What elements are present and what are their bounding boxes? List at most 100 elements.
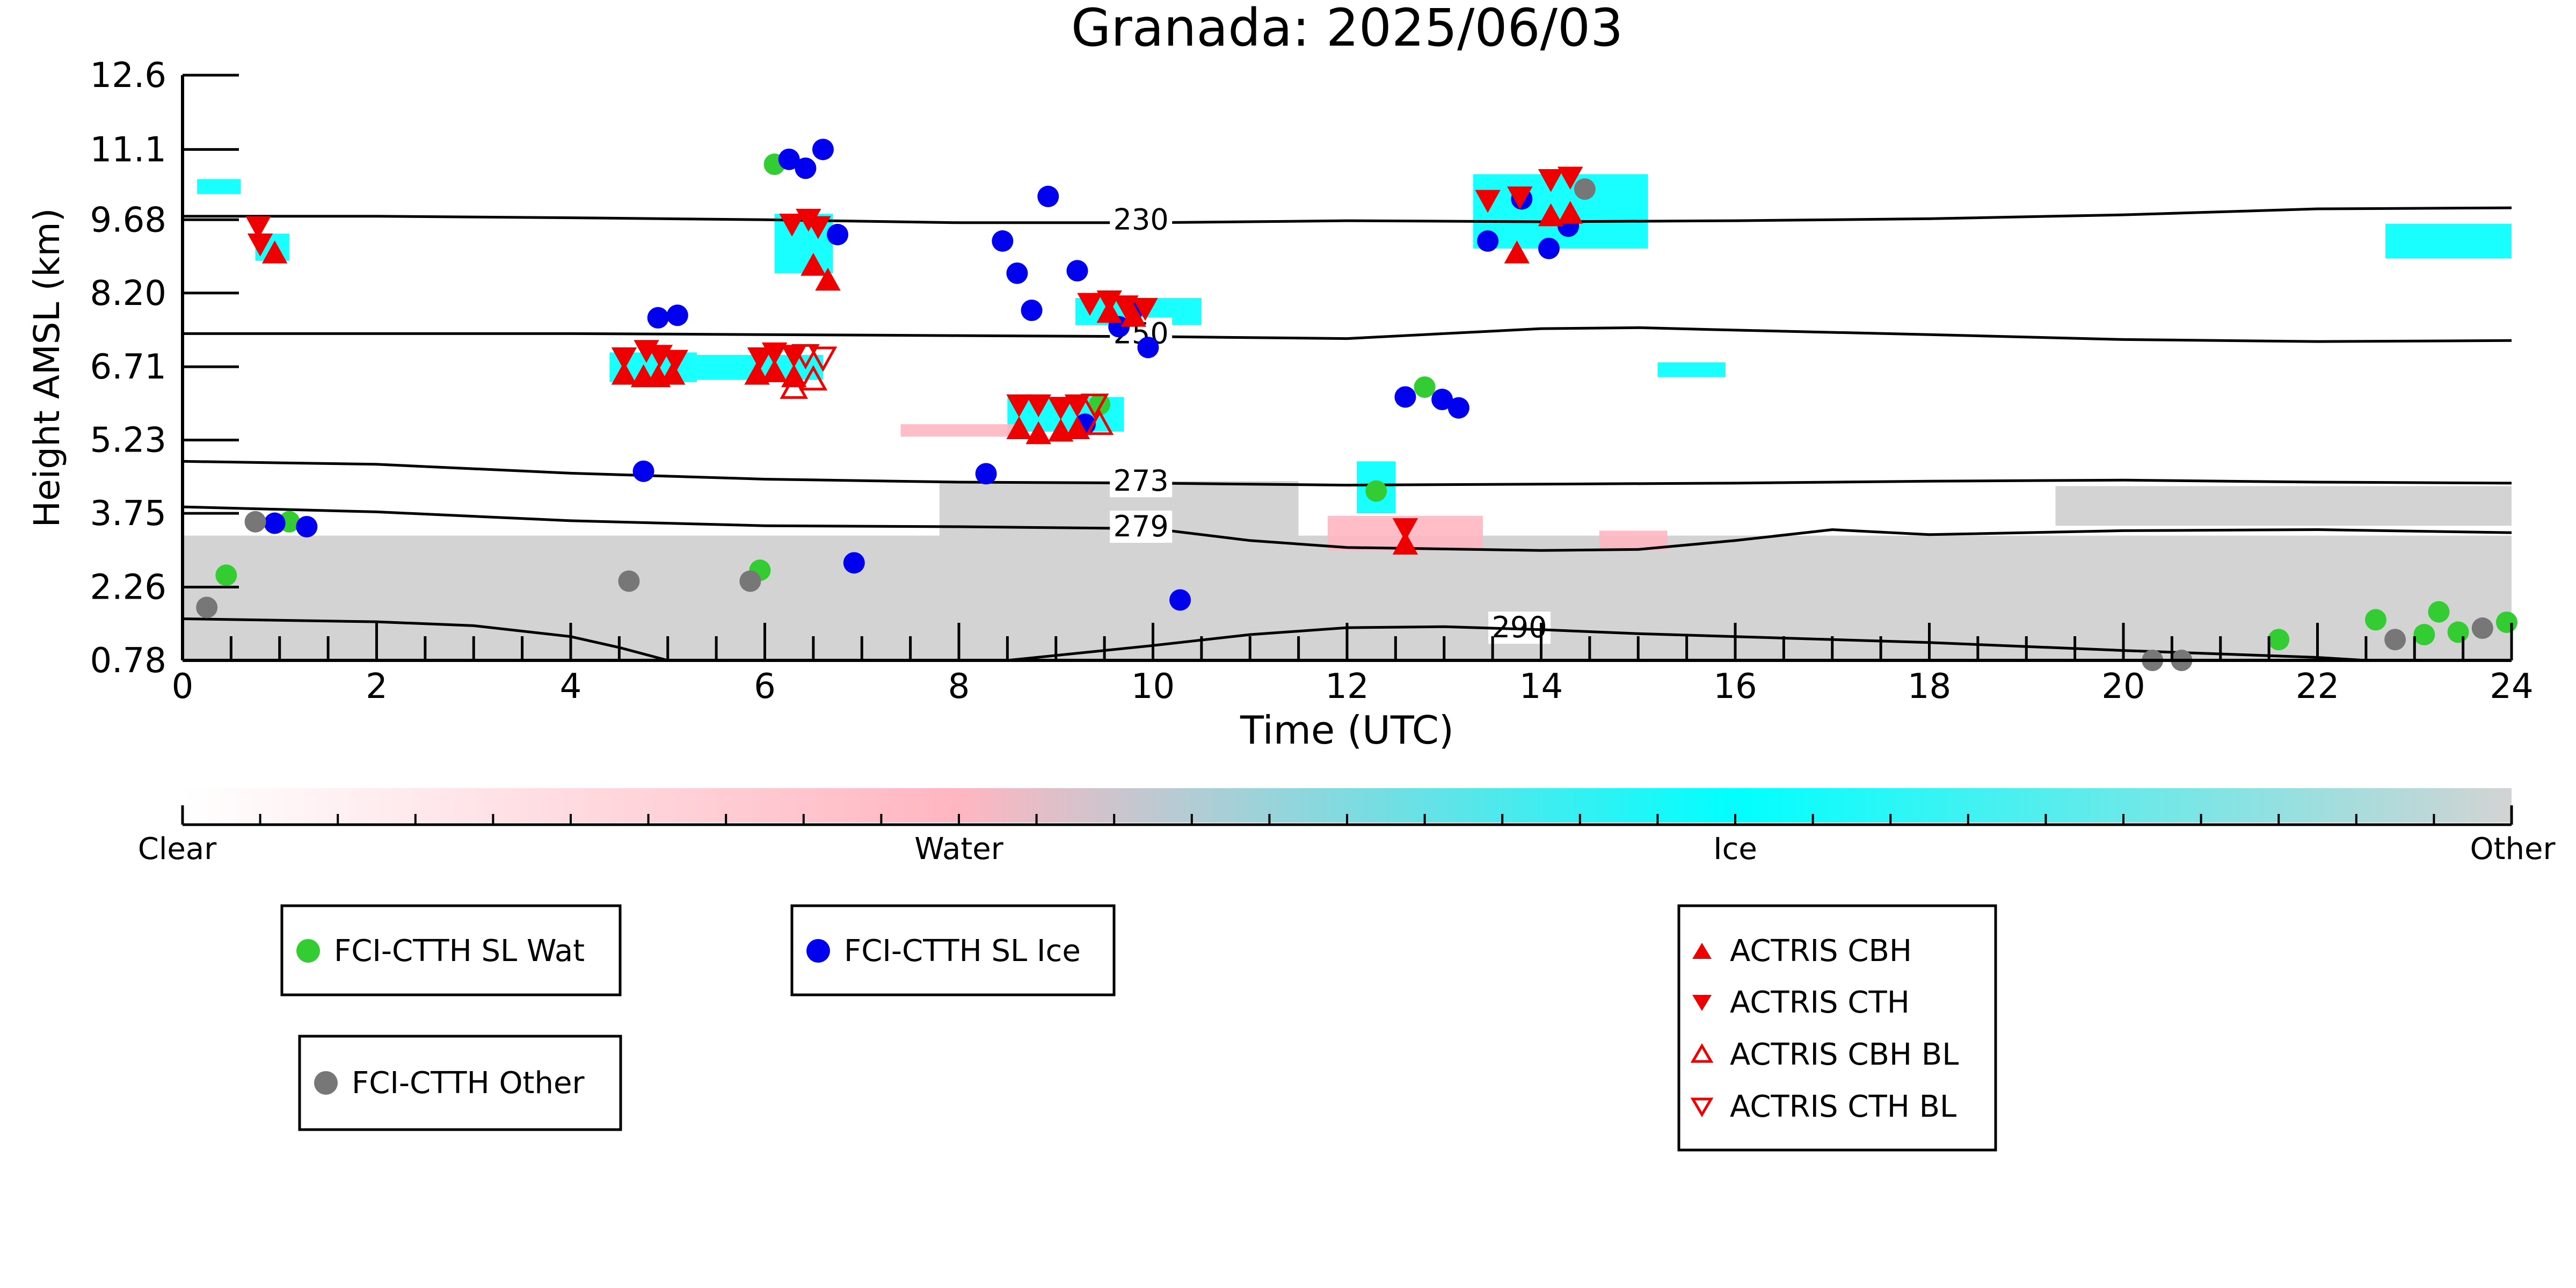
- fci-ctth-sl-ice-point-23: [1447, 397, 1469, 419]
- isotherm-line-4: [183, 617, 668, 660]
- x-axis-label: Time (UTC): [1240, 708, 1454, 753]
- fci-ctth-sl-ice-point-1: [296, 516, 318, 538]
- region-water-12: [900, 424, 1017, 437]
- actris-cth-point-0: [245, 216, 271, 239]
- fci-ctth-sl-ice-point-2: [632, 460, 654, 482]
- actris-cbh-point-17: [1504, 240, 1530, 264]
- fci-ctth-sl-ice-point-6: [795, 157, 817, 179]
- actris-cth-bl-point-2: [1080, 394, 1109, 419]
- actris-cth-point-18: [1113, 295, 1139, 318]
- x-tick-label-4: 4: [560, 667, 582, 707]
- region-ice-1: [197, 179, 241, 194]
- actris-cth-point-23: [1538, 169, 1564, 192]
- actris-cth-point-22: [1507, 186, 1533, 209]
- fci-ctth-sl-ice-point-19: [1137, 337, 1159, 359]
- isotherm-line-0: [183, 206, 2512, 224]
- fci-ctth-other-point-1: [244, 511, 266, 533]
- actris-cbh-point-1: [611, 361, 637, 385]
- actris-cth-point-14: [1048, 397, 1074, 420]
- actris-cbh-point-19: [1558, 201, 1583, 224]
- x-tick-label-22: 22: [2296, 667, 2339, 707]
- actris-cbh-bl-point-1: [799, 365, 828, 391]
- isotherm-line-3: [183, 505, 2512, 552]
- fci-ctth-sl-wat-point-8: [2364, 609, 2386, 631]
- colorbar-label-other: Other: [2470, 832, 2556, 867]
- isotherm-label-3: 279: [1114, 510, 1169, 543]
- fci-ctth-other-point-2: [618, 570, 640, 592]
- region-ice-11: [2385, 223, 2512, 259]
- colorbar-label-ice: Ice: [1713, 832, 1757, 867]
- actris-cbh-bl-point-2: [1085, 409, 1114, 435]
- legend-label-actris-cbh: ACTRIS CBH: [1730, 934, 1912, 969]
- actris-cth-point-7: [761, 342, 788, 366]
- fci-ctth-sl-ice-point-21: [1394, 386, 1416, 408]
- legend-label-actris-cth: ACTRIS CTH: [1730, 985, 1910, 1020]
- actris-cbh-point-11: [1025, 421, 1051, 445]
- x-tick-label-24: 24: [2490, 667, 2533, 707]
- actris-cth-point-5: [663, 350, 688, 373]
- fci-ctth-sl-ice-point-12: [1006, 262, 1028, 284]
- fci-ctth-other-point-0: [196, 596, 218, 618]
- actris-cbh-point-10: [1006, 416, 1032, 439]
- region-other-15: [2055, 486, 2512, 526]
- fci-ctth-sl-wat-point-6: [1414, 376, 1436, 398]
- y-tick-label-5: 8.20: [90, 274, 167, 314]
- actris-cth-point-13: [1025, 394, 1051, 418]
- isotherm-label-2: 273: [1114, 464, 1169, 498]
- region-ice-9: [1473, 174, 1648, 249]
- y-tick-label-4: 6.71: [90, 347, 167, 387]
- isotherm-line-1: [183, 326, 2512, 343]
- y-tick-label-8: 12.6: [90, 56, 167, 96]
- legend-marker-actris-cth: [1692, 995, 1712, 1011]
- colorbar: Clear Water Ice Other: [138, 788, 2556, 867]
- legend-label-actris-cbh-bl: ACTRIS CBH BL: [1730, 1037, 1959, 1072]
- x-ticks: 0 2 4 6 8 10 12 14 16 18 20 22 24: [172, 623, 2534, 707]
- isotherm-label-bg-0: [1110, 203, 1173, 236]
- colorbar-label-water: Water: [914, 832, 1004, 867]
- fci-ctth-other-point-3: [739, 570, 761, 592]
- fci-ctth-sl-ice-point-22: [1431, 389, 1453, 411]
- fci-ctth-sl-wat-point-7: [2268, 629, 2290, 651]
- actris-cbh-point-6: [761, 359, 788, 382]
- x-tick-label-6: 6: [754, 667, 776, 707]
- legend-marker-fci-wat: [296, 939, 320, 963]
- actris-cbh-point-16: [1392, 532, 1418, 555]
- isotherm-label-bg-3: [1110, 511, 1173, 543]
- x-tick-label-12: 12: [1325, 667, 1369, 707]
- colorbar-ticks: [181, 805, 2513, 825]
- isotherm-label-bg-2: [1110, 465, 1173, 498]
- isotherm-label-0: 230: [1114, 202, 1169, 236]
- fci-ctth-sl-ice-point-20: [1169, 589, 1191, 611]
- y-tick-label-1: 2.26: [90, 568, 167, 608]
- fci-ctth-sl-wat-point-0: [215, 564, 237, 586]
- region-ice-10: [1657, 362, 1726, 377]
- legend-marker-actris-cbh: [1692, 943, 1712, 959]
- actris-cth-point-2: [611, 347, 637, 370]
- legend-label-fci-wat: FCI-CTTH SL Wat: [334, 934, 585, 969]
- legend-fci-ice: FCI-CTTH SL Ice: [790, 904, 1116, 996]
- legend-label-actris-cth-bl: ACTRIS CTH BL: [1730, 1089, 1956, 1124]
- x-tick-label-0: 0: [172, 667, 194, 707]
- legend-marker-actris-cbh-bl: [1690, 1043, 1714, 1063]
- fci-ctth-sl-ice-point-5: [778, 148, 800, 170]
- y-tick-label-3: 5.23: [90, 421, 167, 461]
- y-tick-label-7: 11.1: [90, 130, 167, 170]
- fci-ctth-sl-ice-point-14: [1037, 185, 1059, 207]
- data-markers: [196, 139, 2517, 671]
- actris-cbh-point-15: [1120, 303, 1147, 327]
- actris-cbh-point-8: [801, 252, 826, 276]
- fci-ctth-sl-ice-point-4: [666, 304, 688, 326]
- actris-cbh-point-18: [1538, 203, 1564, 227]
- fci-ctth-other-point-8: [2471, 617, 2493, 639]
- fci-ctth-other-point-7: [2384, 629, 2406, 651]
- y-tick-label-6: 9.68: [90, 200, 167, 240]
- actris-cth-point-21: [1475, 190, 1501, 213]
- actris-cth-point-12: [1006, 394, 1032, 418]
- actris-cth-point-16: [1077, 293, 1103, 316]
- legend-actris: ACTRIS CBH ACTRIS CTH ACTRIS CBH BL ACTR…: [1677, 904, 1997, 1152]
- actris-cth-point-19: [1132, 297, 1158, 321]
- y-tick-label-2: 3.75: [90, 494, 167, 534]
- legend-marker-actris-cth-bl: [1690, 1097, 1714, 1117]
